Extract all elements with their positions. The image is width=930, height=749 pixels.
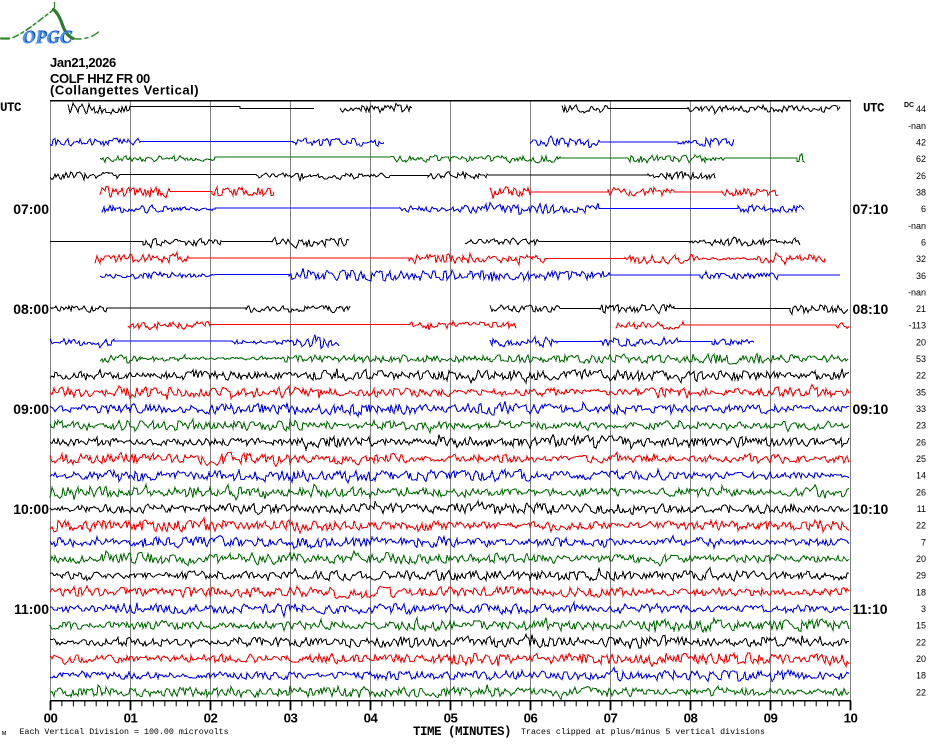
svg-text:21: 21 (916, 304, 926, 314)
svg-text:Jan21,2026: Jan21,2026 (50, 55, 116, 70)
svg-text:OPGC: OPGC (23, 26, 73, 46)
svg-text:6: 6 (921, 204, 926, 214)
svg-text:-nan: -nan (908, 221, 926, 231)
svg-text:06: 06 (524, 711, 538, 726)
svg-text:35: 35 (916, 387, 926, 397)
svg-text:TIME (MINUTES): TIME (MINUTES) (413, 725, 511, 739)
svg-text:26: 26 (916, 171, 926, 181)
svg-text:11:10: 11:10 (853, 601, 888, 617)
svg-text:33: 33 (916, 404, 926, 414)
svg-text:08:10: 08:10 (853, 301, 889, 317)
svg-text:26: 26 (916, 437, 926, 447)
svg-text:44: 44 (916, 104, 926, 114)
svg-text:(Collangettes Vertical): (Collangettes Vertical) (50, 83, 199, 98)
svg-text:-113: -113 (909, 321, 926, 331)
svg-text:03: 03 (284, 711, 298, 726)
svg-text:08: 08 (684, 711, 698, 726)
svg-text:UTC: UTC (0, 101, 22, 115)
svg-text:20: 20 (916, 654, 926, 664)
svg-text:20: 20 (916, 554, 926, 564)
svg-text:36: 36 (916, 271, 926, 281)
svg-text:38: 38 (916, 188, 926, 198)
svg-text:18: 18 (916, 671, 926, 681)
svg-text:07: 07 (604, 711, 618, 726)
svg-text:32: 32 (916, 254, 926, 264)
svg-text:53: 53 (916, 354, 926, 364)
svg-text:62: 62 (916, 154, 926, 164)
svg-text:COLF HHZ FR 00: COLF HHZ FR 00 (50, 71, 150, 86)
svg-text:10: 10 (844, 711, 858, 726)
svg-text:-nan: -nan (908, 287, 926, 297)
svg-text:07:00: 07:00 (13, 201, 49, 217)
svg-text:20: 20 (916, 337, 926, 347)
svg-text:14: 14 (916, 471, 926, 481)
svg-text:02: 02 (204, 711, 218, 726)
svg-text:18: 18 (916, 587, 926, 597)
svg-text:15: 15 (916, 621, 926, 631)
svg-text:Each Vertical Division = 100.: Each Vertical Division = 100.00 microvol… (20, 727, 229, 737)
svg-text:UTC: UTC (863, 102, 885, 116)
svg-text:26: 26 (916, 487, 926, 497)
svg-text:07:10: 07:10 (853, 201, 889, 217)
svg-text:11: 11 (917, 504, 926, 514)
svg-text:-nan: -nan (908, 121, 926, 131)
svg-text:25: 25 (916, 454, 926, 464)
svg-text:10:00: 10:00 (13, 501, 49, 517)
svg-text:29: 29 (916, 571, 926, 581)
svg-text:м: м (2, 730, 6, 738)
svg-text:22: 22 (916, 371, 926, 381)
svg-text:10:10: 10:10 (853, 501, 889, 517)
svg-text:7: 7 (921, 537, 926, 547)
svg-text:Traces clipped at plus/minus 5: Traces clipped at plus/minus 5 vertical … (521, 727, 765, 737)
svg-text:08:00: 08:00 (13, 301, 49, 317)
svg-text:6: 6 (921, 237, 926, 247)
svg-text:22: 22 (916, 521, 926, 531)
svg-text:09: 09 (764, 711, 778, 726)
svg-text:09:10: 09:10 (853, 401, 889, 417)
svg-text:3: 3 (921, 604, 926, 614)
svg-text:23: 23 (916, 421, 926, 431)
svg-text:22: 22 (916, 687, 926, 697)
svg-text:11:00: 11:00 (14, 601, 49, 617)
svg-text:09:00: 09:00 (13, 401, 49, 417)
svg-text:22: 22 (916, 637, 926, 647)
svg-text:04: 04 (364, 711, 379, 726)
svg-text:05: 05 (444, 711, 458, 726)
svg-text:00: 00 (44, 711, 58, 726)
svg-text:01: 01 (124, 711, 138, 726)
svg-text:42: 42 (916, 138, 926, 148)
svg-text:OPGC: OPGC (22, 27, 72, 47)
svg-text:DC: DC (904, 102, 914, 109)
